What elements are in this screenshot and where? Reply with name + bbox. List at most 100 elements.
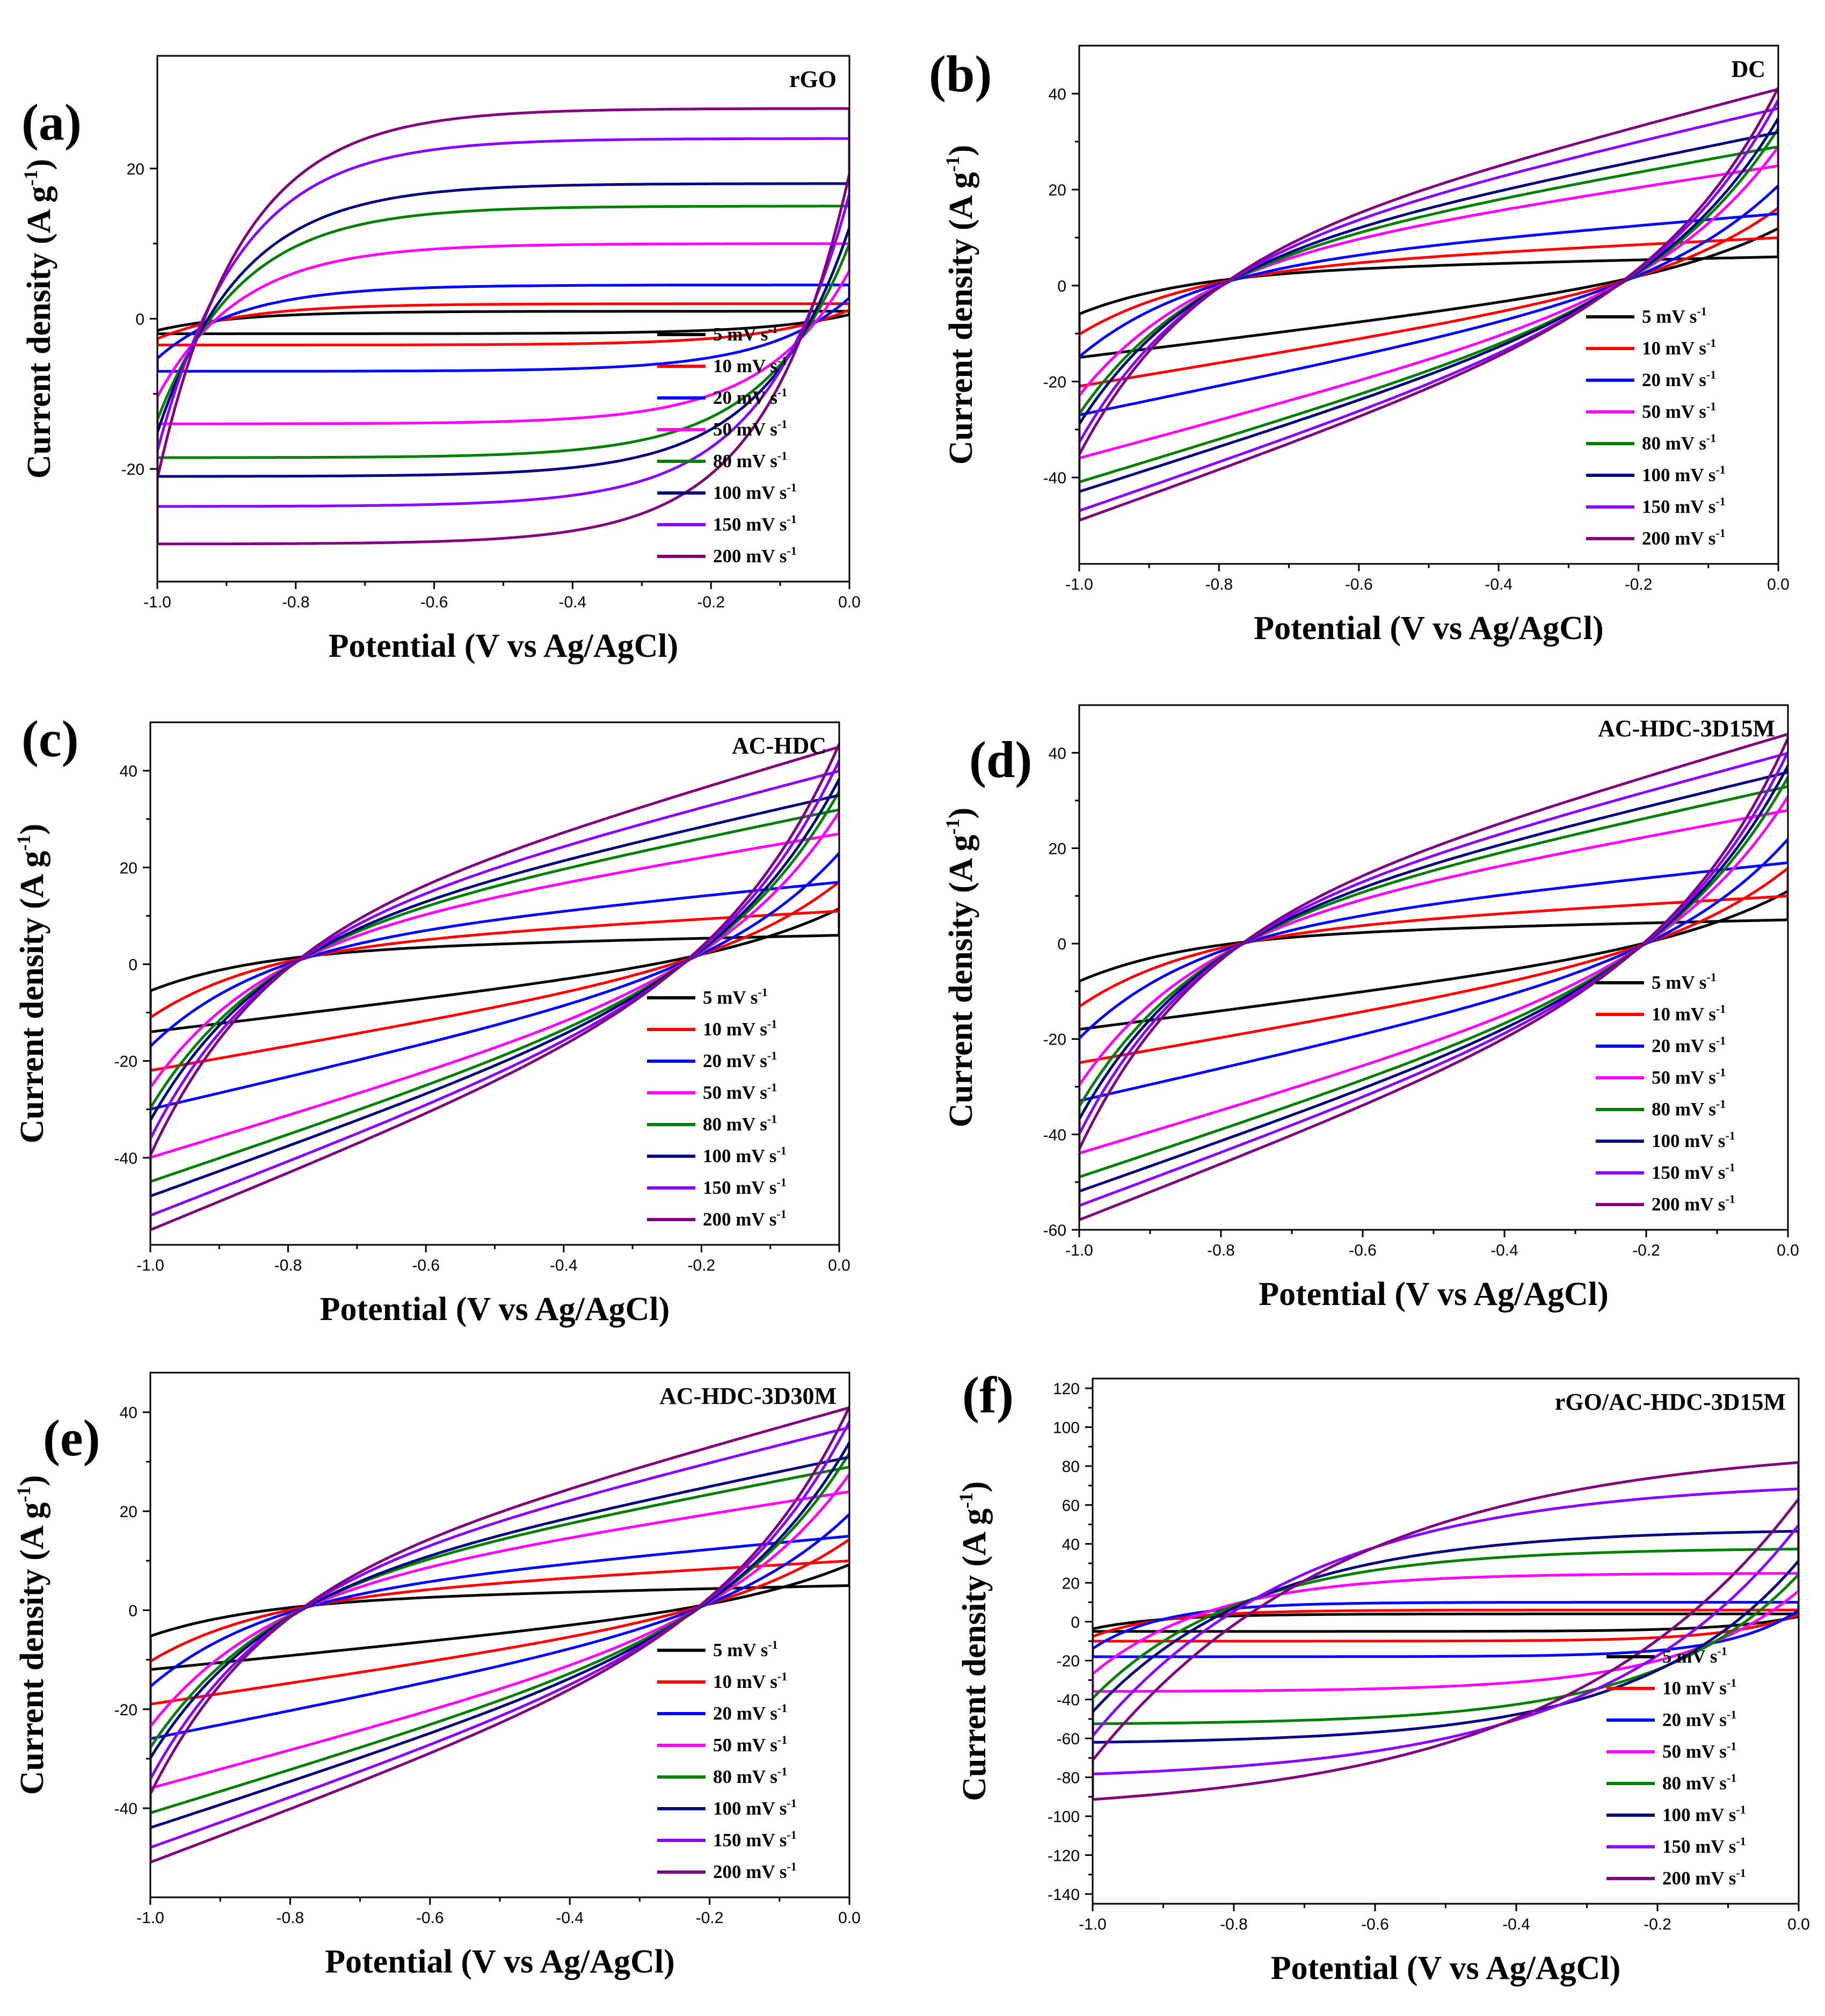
legend-label: 100 mV s-1 [703,1144,787,1166]
cv-curves [150,1405,849,1864]
cv-curve-2 [157,284,849,373]
legend-label: 100 mV s-1 [1642,463,1726,485]
cv-curve-3 [1079,795,1788,1155]
legend: 5 mV s-1 10 mV s-1 20 mV s-1 50 mV s-1 80 mV… [657,1638,797,1882]
legend-label: 5 mV s-1 [703,985,768,1008]
legend-label: 150 mV s-1 [703,1176,787,1198]
x-tick-label: -0.8 [1207,1242,1235,1259]
y-tick-label: 20 [120,859,137,877]
legend-label: 10 mV s-1 [1652,1002,1726,1025]
x-tick-label: -0.8 [277,1909,304,1927]
y-tick-label: 20 [120,1503,137,1521]
x-tick-label: -0.4 [556,1909,584,1927]
sample-label: AC-HDC-3D30M [659,1383,837,1409]
cv-curve-1 [1079,206,1778,388]
cv-curve-7 [150,1405,849,1864]
cv-curve-0 [150,1563,849,1671]
cv-curve-3 [1093,1572,1799,1693]
legend: 5 mV s-1 10 mV s-1 20 mV s-1 50 mV s-1 80 mV… [657,322,797,567]
legend-label: 200 mV s-1 [1652,1192,1735,1215]
cv-curve-1 [150,1538,849,1706]
cv-curve-0 [1079,889,1788,1031]
legend-label: 200 mV s-1 [713,544,797,567]
cv-curve-0 [157,310,849,335]
chart-panel-0: -1.0 -0.8 -0.6 -0.4 -0.2 0.0 -20 0 20 Potential (… [20,55,861,664]
x-tick-label: 0.0 [828,1257,850,1274]
x-tick-label: -1.0 [136,1909,164,1927]
legend-label: 50 mV s-1 [713,417,787,440]
y-tick-label: 40 [120,1404,137,1422]
cv-curve-7 [150,743,839,1231]
x-axis-title: Potential (V vs Ag/AgCl) [329,628,679,664]
y-tick-label: -20 [1043,1031,1066,1049]
cv-curve-6 [1093,1487,1799,1775]
legend-label: 200 mV s-1 [713,1860,797,1882]
cv-curves [150,743,839,1231]
legend-label: 200 mV s-1 [1642,526,1726,549]
x-tick-label: -0.8 [1220,1916,1248,1933]
legend-label: 10 mV s-1 [713,354,787,376]
y-tick-label: 40 [120,763,137,780]
x-tick-label: -0.8 [282,593,310,611]
legend-label: 20 mV s-1 [1662,1708,1736,1730]
legend-label: 50 mV s-1 [1662,1739,1736,1762]
legend-label: 200 mV s-1 [1662,1866,1746,1889]
cv-curves [157,107,849,546]
x-tick-label: -0.4 [550,1257,578,1274]
cv-curve-5 [150,778,839,1198]
cv-curve-6 [157,137,849,508]
y-tick-label: 0 [128,956,137,974]
legend-label: 200 mV s-1 [703,1207,787,1230]
x-tick-label: -0.8 [274,1257,302,1274]
x-tick-label: -0.6 [412,1257,440,1274]
x-tick-label: -1.0 [1079,1916,1107,1933]
legend-label: 150 mV s-1 [1652,1161,1735,1183]
cv-curve-6 [1079,98,1778,512]
cv-curves [1079,733,1788,1221]
x-axis-title: Potential (V vs Ag/AgCl) [1271,1950,1621,1986]
cv-curve-1 [1093,1608,1799,1643]
x-tick-label: -0.6 [420,593,448,611]
sample-label: AC-HDC-3D15M [1598,715,1775,742]
x-tick-label: -0.2 [697,593,725,611]
cv-curve-3 [157,242,849,425]
y-tick-label: -80 [1057,1770,1080,1787]
chart-panel-2: -1.0 -0.8 -0.6 -0.4 -0.2 0.0 -40 -20 0 20 40 Potent… [13,710,850,1328]
x-tick-label: -0.6 [416,1909,444,1927]
y-tick-label: -20 [1043,373,1066,391]
y-axis-title: Current density (A g-1) [955,1481,993,1801]
x-tick-label: -0.2 [1644,1916,1671,1933]
y-tick-label: -120 [1048,1847,1080,1865]
panel-letter: (f) [962,1366,1014,1424]
y-tick-label: -140 [1048,1886,1080,1904]
cv-curve-0 [1079,227,1778,359]
cv-curve-4 [1079,127,1778,484]
x-axis-title: Potential (V vs Ag/AgCl) [325,1944,675,1980]
x-axis-title: Potential (V vs Ag/AgCl) [1259,1276,1609,1312]
panel-letter: (a) [21,93,82,151]
panel-letter: (d) [969,731,1032,788]
legend-label: 20 mV s-1 [1642,368,1716,390]
y-tick-label: -100 [1048,1808,1080,1826]
legend-label: 100 mV s-1 [1662,1803,1746,1825]
x-tick-label: -0.6 [1349,1242,1377,1259]
legend-label: 50 mV s-1 [703,1080,777,1103]
cv-curve-1 [1079,866,1788,1064]
y-tick-label: 40 [1049,85,1066,103]
x-tick-label: -0.2 [1625,576,1653,593]
x-tick-label: -1.0 [1065,1242,1093,1259]
sample-label: rGO/AC-HDC-3D15M [1555,1389,1786,1415]
x-tick-label: -0.6 [1345,576,1373,593]
plot-frame [149,721,840,1246]
cv-curve-1 [157,302,849,346]
cv-curve-5 [150,1441,849,1829]
x-tick-label: -0.4 [1490,1242,1518,1259]
y-tick-label: 0 [1057,278,1066,295]
y-axis-title: Current density (A g-1) [942,145,979,465]
y-tick-label: 20 [1049,840,1066,858]
panel-letter: (e) [43,1409,100,1467]
x-tick-label: 0.0 [1767,576,1790,593]
x-tick-label: -1.0 [143,593,171,611]
legend-label: 150 mV s-1 [1662,1834,1746,1857]
legend-label: 50 mV s-1 [713,1733,787,1756]
